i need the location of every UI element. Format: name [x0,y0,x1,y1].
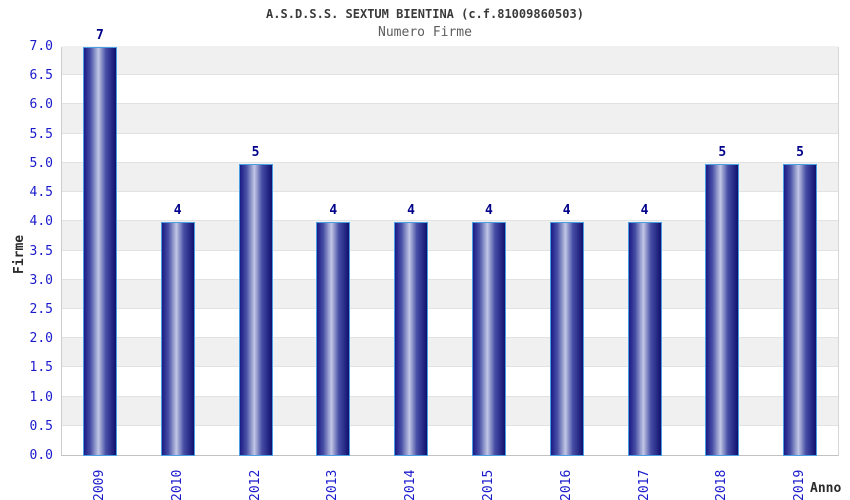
bar [316,222,351,456]
y-tick-label: 3.5 [29,243,53,259]
bar-value-label: 5 [796,144,804,160]
gridline [62,307,838,309]
x-tick-label: 2010 [169,469,185,500]
x-tick-label: 2012 [247,469,263,500]
y-tick-label: 5.5 [29,126,53,142]
bar [705,163,740,456]
bar-value-label: 5 [251,144,260,160]
x-tick-label: 2017 [636,469,652,500]
background-band [62,75,838,105]
bar-value-label: 7 [95,28,104,43]
background-band [62,133,838,163]
background-band [62,46,838,76]
gridline [62,161,838,163]
gridline [62,278,838,280]
y-tick-label: 6.0 [29,97,53,113]
bar-value-label: 4 [484,203,493,219]
x-tick-label: 2014 [403,469,419,500]
bar [394,222,429,456]
gridline [62,220,838,222]
y-tick-label: 5.0 [29,155,53,171]
x-tick-label: 2018 [714,469,730,500]
y-tick-label: 4.5 [29,185,53,201]
bar [238,163,273,456]
bar-value-label: 5 [718,144,727,160]
bar [471,222,506,456]
bar-value-label: 4 [329,203,338,219]
y-tick-label: 3.0 [29,272,53,288]
gridline [62,395,838,397]
bar-value-label: 4 [640,203,649,219]
y-tick-label: 1.0 [29,389,53,405]
bar [160,222,195,456]
gridline [62,103,838,105]
gridline [62,249,838,251]
gridline [62,191,838,193]
x-tick-label: 2016 [558,469,574,500]
y-tick-label: 6.5 [29,68,53,84]
bar [82,47,117,456]
chart-subtitle: Numero Firme [378,25,472,40]
x-tick-label: 2009 [91,469,107,500]
y-tick-label: 1.5 [29,360,53,376]
x-axis-label: Anno [810,481,842,496]
y-tick-label: 0.0 [29,448,53,463]
x-tick-label: 2013 [325,469,341,500]
bar [783,163,818,456]
y-tick-label: 2.5 [29,301,53,317]
bar-value-label: 4 [562,203,571,219]
chart-title: A.S.D.S.S. SEXTUM BIENTINA (c.f.81009860… [266,7,584,21]
y-tick-label: 7.0 [29,39,53,54]
gridline [62,366,838,368]
bar [627,222,662,456]
gridline [62,424,838,426]
gridline [62,132,838,134]
background-band [62,104,838,134]
gridline [62,337,838,339]
y-tick-label: 4.0 [29,214,53,230]
y-tick-label: 0.5 [29,418,53,434]
gridline [62,74,838,76]
bar-value-label: 4 [173,203,182,219]
x-tick-label: 2015 [480,469,496,500]
y-tick-label: 2.0 [29,331,53,347]
bar-value-label: 4 [407,203,415,219]
x-tick-label: 2019 [792,469,808,500]
bar [549,222,584,456]
